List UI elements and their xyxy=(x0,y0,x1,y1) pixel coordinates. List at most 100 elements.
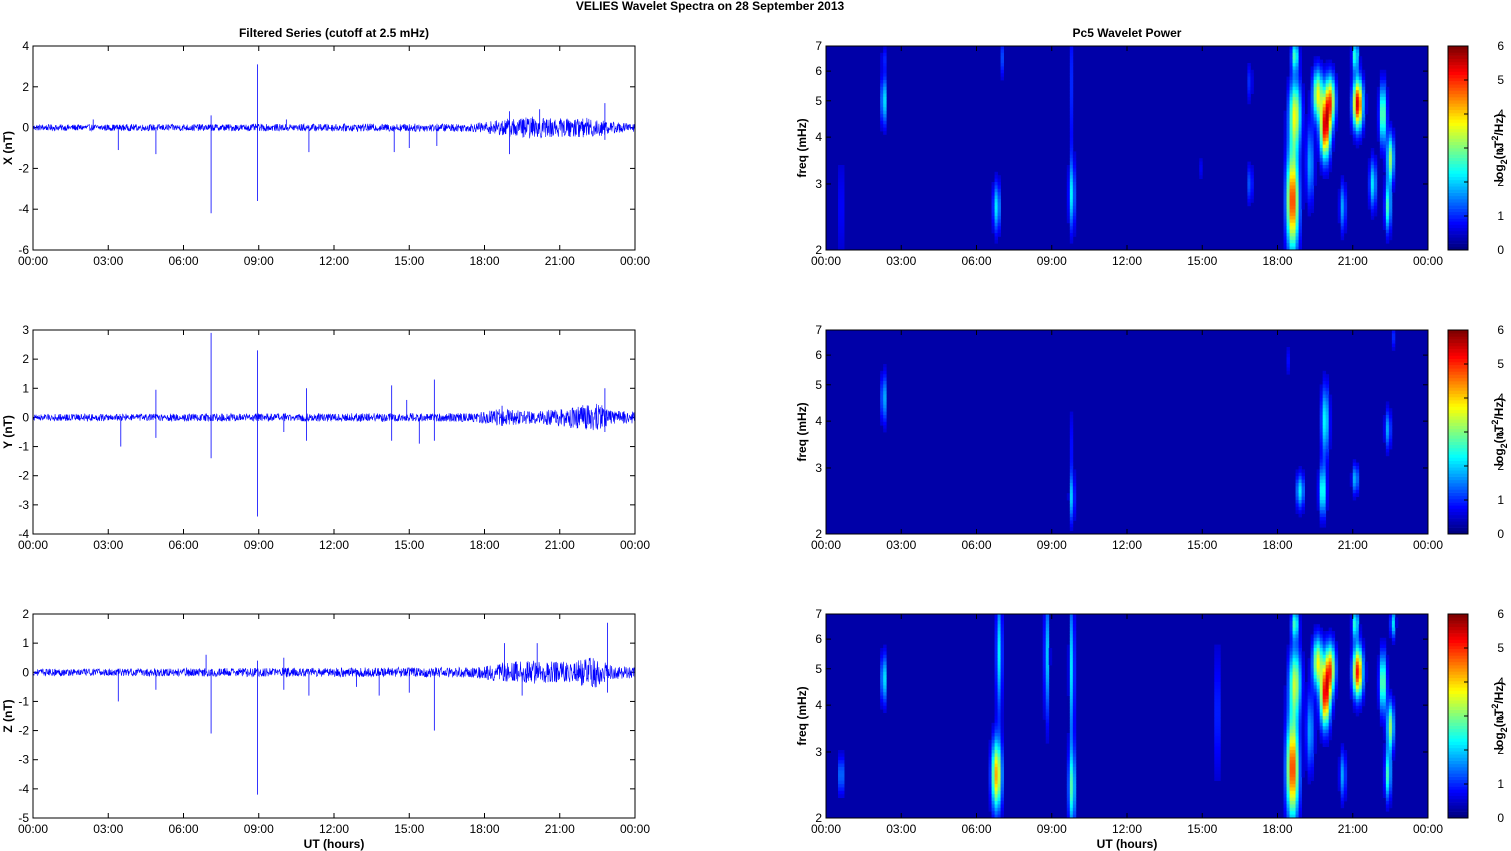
series-plot-2-ytick-label: 3 xyxy=(22,323,29,337)
series-plot-2: -4 -3 -2 -1 0 1 2 3 00:00 03:00 06:00 09:00 12:00 15:… xyxy=(1,323,650,552)
wavelet-plot-3-colorbar-label: log2(nT2/Hz) xyxy=(1490,682,1509,751)
series-plot-1-xtick-label: 21:00 xyxy=(545,254,575,268)
wavelet-plot-1-power-cells xyxy=(838,46,1396,251)
wavelet-plot-1-xtick-label: 12:00 xyxy=(1112,254,1142,268)
series-plot-2-ytick-label: -1 xyxy=(18,440,29,454)
series-plot-3-xtick-label: 00:00 xyxy=(18,822,48,836)
wavelet-plot-3-xtick-label: 12:00 xyxy=(1112,822,1142,836)
wavelet-plot-1-xtick-label: 00:00 xyxy=(1413,254,1443,268)
series-plot-3: -5 -4 -3 -2 -1 0 1 2 00:00 03:00 06:00 09:00 12:00 15… xyxy=(1,607,650,851)
wavelet-plot-2-colorbar-tick-label: 5 xyxy=(1497,357,1504,371)
wavelet-plot-3: 2 3 4 5 6 7 00:00 03:00 06:00 09:00 12:00 15:00 18:0… xyxy=(795,607,1509,851)
series-plot-3-ylabel: Z (nT) xyxy=(1,699,15,732)
series-plot-3-xtick-label: 21:00 xyxy=(545,822,575,836)
series-plot-2-xtick-label: 00:00 xyxy=(18,538,48,552)
wavelet-plot-2-ytick-label: 2 xyxy=(815,527,822,541)
series-plot-3-ytick-label: -5 xyxy=(18,811,29,825)
wavelet-plot-1-ytick-label: 2 xyxy=(815,243,822,257)
series-plot-2-ytick-label: -4 xyxy=(18,527,29,541)
wavelet-plot-2-ytick-label: 7 xyxy=(815,323,822,337)
series-plot-1-xtick-label: 09:00 xyxy=(244,254,274,268)
wavelet-plot-1-xtick-label: 09:00 xyxy=(1037,254,1067,268)
wavelet-plot-2-xtick-label: 06:00 xyxy=(961,538,991,552)
wavelet-plot-3-ytick-label: 3 xyxy=(815,745,822,759)
series-plot-1-xtick-label: 06:00 xyxy=(168,254,198,268)
series-plot-3-xtick-label: 15:00 xyxy=(394,822,424,836)
wavelet-plot-2-colorbar-tick-label: 2 xyxy=(1497,459,1504,473)
series-plot-3-ytick-label: -1 xyxy=(18,694,29,708)
wavelet-plot-3-ylabel: freq (mHz) xyxy=(795,686,809,745)
series-plot-2-ytick-label: 2 xyxy=(22,352,29,366)
series-plot-1-xtick-label: 00:00 xyxy=(620,254,650,268)
series-plot-1-xtick-label: 12:00 xyxy=(319,254,349,268)
series-plot-2-ytick-label: -2 xyxy=(18,469,29,483)
wavelet-plot-1: 2 3 4 5 6 7 00:00 03:00 06:00 09:00 12:00 15:00 18:0… xyxy=(795,26,1509,268)
figure-title: VELIES Wavelet Spectra on 28 September 2… xyxy=(575,0,845,13)
wavelet-plot-3-ytick-label: 7 xyxy=(815,607,822,621)
wavelet-plot-2-xtick-label: 09:00 xyxy=(1037,538,1067,552)
wavelet-plot-2-ytick-label: 3 xyxy=(815,461,822,475)
wavelet-plot-3-colorbar-tick-label: 1 xyxy=(1497,777,1504,791)
series-plot-3-xtick-label: 18:00 xyxy=(469,822,499,836)
wavelet-plot-2: 2 3 4 5 6 7 00:00 03:00 06:00 09:00 12:00 15:00 18:0… xyxy=(795,323,1509,552)
wavelet-plot-3-xtick-label: 09:00 xyxy=(1037,822,1067,836)
wavelet-plot-1-xtick-label: 06:00 xyxy=(961,254,991,268)
wavelet-plot-1-xtick-label: 03:00 xyxy=(886,254,916,268)
wavelet-plot-2-power-cells xyxy=(880,330,1396,531)
wavelet-plot-2-xtick-label: 03:00 xyxy=(886,538,916,552)
wavelet-plot-2-xtick-label: 00:00 xyxy=(1413,538,1443,552)
wavelet-plot-2-colorbar-tick-label: 6 xyxy=(1497,323,1504,337)
wavelet-plot-3-ytick-label: 5 xyxy=(815,662,822,676)
wavelet-plot-3-colorbar-tick-label: 4 xyxy=(1497,675,1504,689)
series-plot-2-ytick-label: 0 xyxy=(22,410,29,424)
wavelet-plot-1-colorbar: 0 1 2 3 4 5 6 log2(nT2/Hz) xyxy=(1447,39,1509,257)
wavelet-plot-2-ylabel: freq (mHz) xyxy=(795,402,809,461)
series-plot-1-ytick-label: 2 xyxy=(22,80,29,94)
wavelet-plot-3-xlabel: UT (hours) xyxy=(1097,837,1158,851)
series-plot-1-xtick-label: 00:00 xyxy=(18,254,48,268)
series-plot-2-trace xyxy=(32,403,636,431)
wavelet-plot-3-xtick-label: 03:00 xyxy=(886,822,916,836)
series-plot-3-xtick-label: 09:00 xyxy=(244,822,274,836)
series-plot-2-xtick-label: 03:00 xyxy=(93,538,123,552)
wavelet-plot-2-ytick-label: 5 xyxy=(815,378,822,392)
series-plot-1: -6 -4 -2 0 2 4 00:00 03:00 06:00 09:00 12:00 15:00 1… xyxy=(1,26,650,268)
wavelet-plot-3-xtick-label: 21:00 xyxy=(1338,822,1368,836)
series-plot-3-ytick-label: 2 xyxy=(22,607,29,621)
wavelet-plot-1-colorbar-label: log2(nT2/Hz) xyxy=(1490,114,1509,183)
series-plot-1-trace xyxy=(32,116,636,139)
wavelet-plot-2-colorbar-tick-label: 1 xyxy=(1497,493,1504,507)
wavelet-plot-3-xtick-label: 15:00 xyxy=(1187,822,1217,836)
series-plot-2-ytick-label: -3 xyxy=(18,498,29,512)
wavelet-plot-2-xtick-label: 00:00 xyxy=(811,538,841,552)
series-plot-2-xtick-label: 00:00 xyxy=(620,538,650,552)
wavelet-plot-3-colorbar-tick-label: 3 xyxy=(1497,709,1504,723)
wavelet-plot-2-xtick-label: 18:00 xyxy=(1262,538,1292,552)
wavelet-plot-2-colorbar: 0 1 2 3 4 5 6 log2(nT2/Hz) xyxy=(1447,323,1509,541)
series-plot-3-ytick-label: 1 xyxy=(22,636,29,650)
series-plot-2-xtick-label: 15:00 xyxy=(394,538,424,552)
series-plot-1-ytick-label: 4 xyxy=(22,39,29,53)
wavelet-plot-3-colorbar-tick-label: 6 xyxy=(1497,607,1504,621)
wavelet-plot-1-colorbar-tick-label: 1 xyxy=(1497,209,1504,223)
wavelet-plot-3-ytick-label: 6 xyxy=(815,632,822,646)
wavelet-plot-1-colorbar-tick-label: 6 xyxy=(1497,39,1504,53)
series-plot-1-ytick-label: -6 xyxy=(18,243,29,257)
series-plot-3-xtick-label: 00:00 xyxy=(620,822,650,836)
series-plot-1-title: Filtered Series (cutoff at 2.5 mHz) xyxy=(239,26,429,40)
series-plot-2-xtick-label: 09:00 xyxy=(244,538,274,552)
series-plot-3-xtick-label: 03:00 xyxy=(93,822,123,836)
wavelet-plot-1-ytick-label: 4 xyxy=(815,130,822,144)
wavelet-plot-2-colorbar-tick-label: 3 xyxy=(1497,425,1504,439)
wavelet-plot-3-xtick-label: 06:00 xyxy=(961,822,991,836)
series-plot-1-ytick-label: 0 xyxy=(22,121,29,135)
wavelet-plot-3-xtick-label: 00:00 xyxy=(811,822,841,836)
wavelet-plot-1-colorbar-tick-label: 2 xyxy=(1497,175,1504,189)
series-plot-3-xtick-label: 06:00 xyxy=(168,822,198,836)
wavelet-plot-3-colorbar: 0 1 2 3 4 5 6 log2(nT2/Hz) xyxy=(1447,607,1509,825)
wavelet-plot-3-ytick-label: 2 xyxy=(815,811,822,825)
wavelet-plot-2-xtick-label: 15:00 xyxy=(1187,538,1217,552)
series-plot-3-ytick-label: -4 xyxy=(18,782,29,796)
series-plot-2-xtick-label: 06:00 xyxy=(168,538,198,552)
